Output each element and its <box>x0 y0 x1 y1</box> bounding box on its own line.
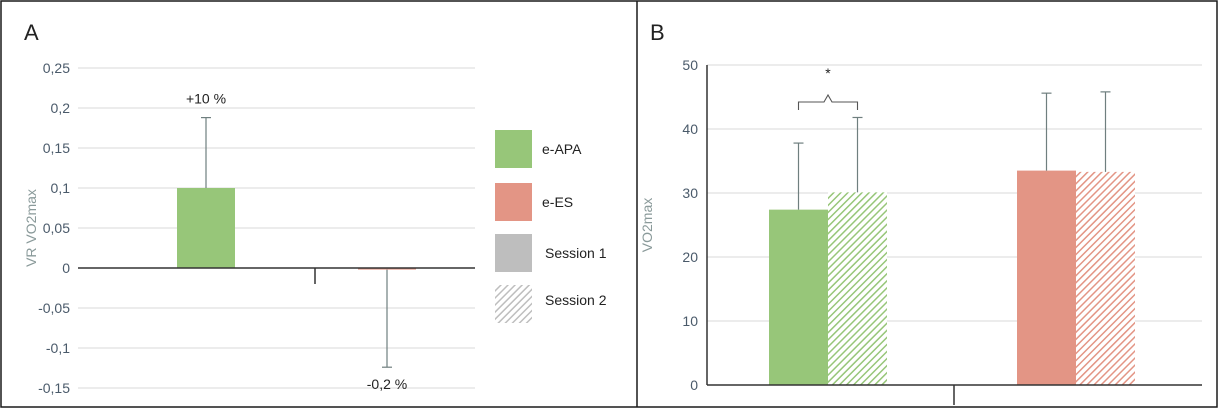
panel-b-bars <box>769 91 1135 385</box>
panel-b-y-axis-label: VO2max <box>639 198 655 252</box>
legend-label-session-2: Session 2 <box>545 292 607 308</box>
panel-a-bar-e-es <box>358 268 416 270</box>
legend-swatch-e-es <box>495 183 532 221</box>
legend-label-e-es: e-ES <box>542 194 573 210</box>
panel-a-bar-e-apa <box>177 188 235 268</box>
panel-a-y-tick-label: 0,05 <box>43 220 70 236</box>
panel-a-y-tick-label: 0,15 <box>43 140 70 156</box>
legend: e-APA e-ES Session 1 Session 2 <box>495 130 607 323</box>
panel-a-y-tick-label: 0 <box>62 260 70 276</box>
legend-swatch-session-2 <box>495 285 532 323</box>
panel-a-annotations: +10 % -0,2 % <box>186 91 407 393</box>
panel-b-bar-e-apa-session-2 <box>828 192 887 385</box>
panel-a-y-tick-label: -0,1 <box>46 340 70 356</box>
panel-b-bar-e-es-session-1 <box>1017 170 1076 385</box>
legend-label-e-apa: e-APA <box>542 141 582 157</box>
panel-a-gridlines <box>78 67 475 389</box>
panel-b-y-tick-labels: 0 10 20 30 40 50 <box>682 57 698 393</box>
panel-b-chart: 0 10 20 30 40 50 VO2max * <box>639 57 1202 405</box>
panel-a-y-axis-label: VR VO2max <box>23 189 39 267</box>
panel-a-y-tick-label: 0,25 <box>43 60 70 76</box>
panel-b-significance: * <box>797 65 859 110</box>
panel-a-y-tick-label: 0,2 <box>51 100 71 116</box>
panel-b-y-tick-label: 40 <box>682 121 698 137</box>
panel-b-label: B <box>650 20 665 45</box>
panel-a-y-tick-labels: -0,15 -0,1 -0,05 0 0,05 0,1 0,15 0,2 0,25 <box>38 60 70 396</box>
panel-a-bars <box>177 116 416 368</box>
panel-b-y-tick-label: 20 <box>682 249 698 265</box>
panel-a-bar-annotation: +10 % <box>186 91 226 107</box>
panel-b-y-tick-label: 50 <box>682 57 698 73</box>
panel-a-chart: -0,15 -0,1 -0,05 0 0,05 0,1 0,15 0,2 0,25 VR VO2… <box>23 60 475 396</box>
panel-a-y-tick-label: -0,05 <box>38 300 70 316</box>
legend-swatch-session-1 <box>495 234 532 272</box>
panel-a-bar-annotation: -0,2 % <box>367 376 407 392</box>
panel-b-bar-e-es-session-2 <box>1076 171 1135 385</box>
panel-b-y-tick-label: 10 <box>682 313 698 329</box>
significance-bracket <box>797 93 859 110</box>
legend-swatch-e-apa <box>495 130 532 168</box>
panel-b-y-tick-label: 30 <box>682 185 698 201</box>
panel-b-y-tick-label: 0 <box>690 377 698 393</box>
panel-a-label: A <box>24 20 39 45</box>
panel-a-y-tick-label: 0,1 <box>51 180 71 196</box>
significance-marker: * <box>825 65 831 81</box>
panel-a-y-tick-label: -0,15 <box>38 380 70 396</box>
panel-b-bar-e-apa-session-1 <box>769 209 828 385</box>
legend-label-session-1: Session 1 <box>545 245 607 261</box>
